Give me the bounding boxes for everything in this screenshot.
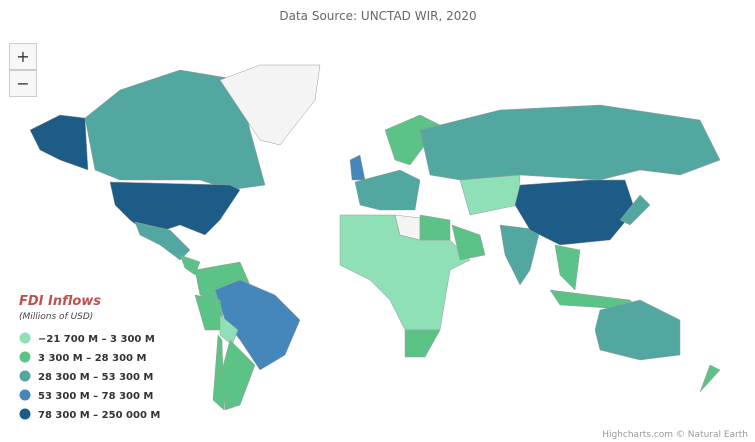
credits[interactable]: Highcharts.com © Natural Earth xyxy=(602,430,748,440)
country[interactable] xyxy=(419,214,451,241)
legend-symbol xyxy=(19,389,31,401)
country[interactable] xyxy=(219,64,321,146)
country[interactable] xyxy=(699,364,721,393)
legend: FDI Inflows (Millions of USD) −21 700 M … xyxy=(19,294,160,421)
country[interactable] xyxy=(349,154,366,181)
zoom-out[interactable]: − xyxy=(9,70,37,97)
country[interactable] xyxy=(354,169,421,211)
legend-label[interactable]: 28 300 M – 53 300 M xyxy=(38,372,153,383)
country[interactable] xyxy=(29,114,89,171)
country[interactable] xyxy=(499,224,541,286)
country[interactable] xyxy=(459,174,521,216)
legend-symbol xyxy=(19,332,31,344)
subtitle: Data Source: UNCTAD WIR, 2020 xyxy=(279,9,476,23)
country[interactable] xyxy=(84,69,266,191)
country[interactable] xyxy=(619,194,651,226)
country[interactable] xyxy=(134,221,191,261)
legend-symbol xyxy=(19,408,31,420)
country[interactable] xyxy=(451,224,486,261)
country[interactable] xyxy=(419,104,721,181)
legend-symbol xyxy=(19,370,31,382)
legend-label[interactable]: 78 300 M – 250 000 M xyxy=(38,410,160,421)
legend-title: FDI Inflows xyxy=(19,294,101,309)
country[interactable] xyxy=(221,339,256,411)
zoom-in[interactable]: + xyxy=(9,43,37,70)
legend-symbol xyxy=(19,351,31,363)
legend-label[interactable]: −21 700 M – 3 300 M xyxy=(38,334,155,345)
country[interactable] xyxy=(212,334,225,411)
countries xyxy=(29,64,721,411)
country[interactable] xyxy=(514,179,636,246)
legend-label[interactable]: 3 300 M – 28 300 M xyxy=(38,353,146,364)
legend-label[interactable]: 53 300 M – 78 300 M xyxy=(38,391,153,402)
country[interactable] xyxy=(554,244,581,291)
country[interactable] xyxy=(109,181,241,236)
country[interactable] xyxy=(404,329,441,358)
country[interactable] xyxy=(594,299,681,361)
legend-subtitle: (Millions of USD) xyxy=(19,312,93,322)
